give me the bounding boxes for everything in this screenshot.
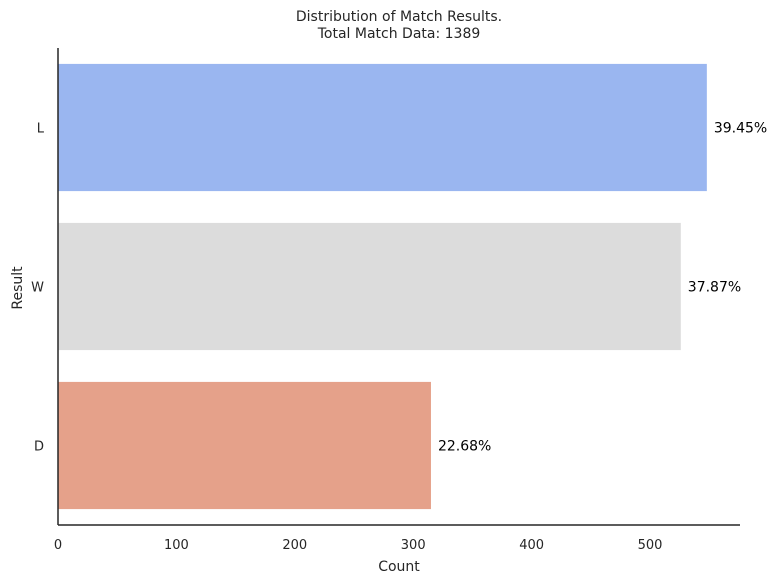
bar-value-label-d: 22.68% xyxy=(438,439,491,455)
bar-value-label-l: 39.45% xyxy=(714,121,767,137)
data-labels-layer: 39.45% 37.87% 22.68% xyxy=(438,121,767,455)
y-axis-label: Result xyxy=(10,266,26,310)
chart-title: Distribution of Match Results. xyxy=(296,9,502,25)
y-tick-label: L xyxy=(37,122,45,137)
bar-w xyxy=(58,222,681,351)
x-tick-label: 300 xyxy=(401,538,426,553)
x-tick-label: 100 xyxy=(164,538,189,553)
x-tick-layer: 0 100 200 300 400 500 xyxy=(54,538,663,553)
bar-d xyxy=(58,381,431,510)
chart-subtitle: Total Match Data: 1389 xyxy=(317,26,481,42)
y-tick-label: D xyxy=(34,440,44,455)
x-tick-label: 400 xyxy=(519,538,544,553)
x-tick-label: 500 xyxy=(638,538,663,553)
bar-l xyxy=(58,63,707,192)
x-tick-label: 200 xyxy=(282,538,307,553)
y-tick-label: W xyxy=(31,281,44,296)
x-axis-label: Count xyxy=(378,559,420,575)
bar-value-label-w: 37.87% xyxy=(688,280,741,296)
y-tick-layer: L W D xyxy=(31,122,45,455)
x-tick-label: 0 xyxy=(54,538,62,553)
bars-layer xyxy=(58,63,707,510)
